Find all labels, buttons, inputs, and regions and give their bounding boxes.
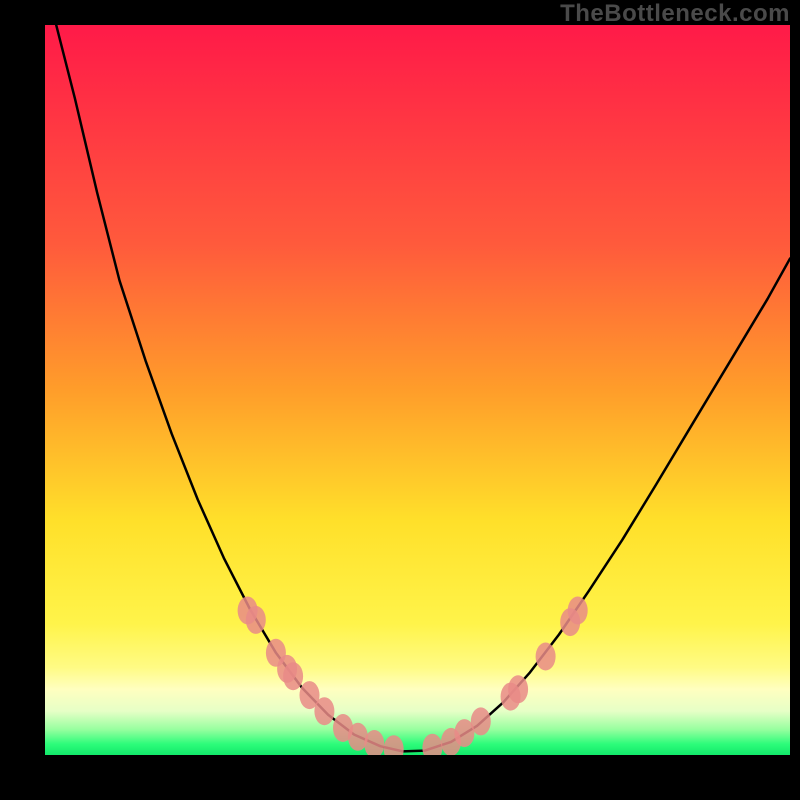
marker-point xyxy=(246,606,266,634)
chart-root: TheBottleneck.com xyxy=(0,0,800,800)
marker-point xyxy=(536,643,556,671)
marker-point xyxy=(283,662,303,690)
watermark-text: TheBottleneck.com xyxy=(560,0,790,28)
marker-point xyxy=(568,597,588,625)
marker-point xyxy=(471,707,491,735)
marker-point xyxy=(314,697,334,725)
plot-area xyxy=(45,25,790,755)
marker-point xyxy=(508,675,528,703)
